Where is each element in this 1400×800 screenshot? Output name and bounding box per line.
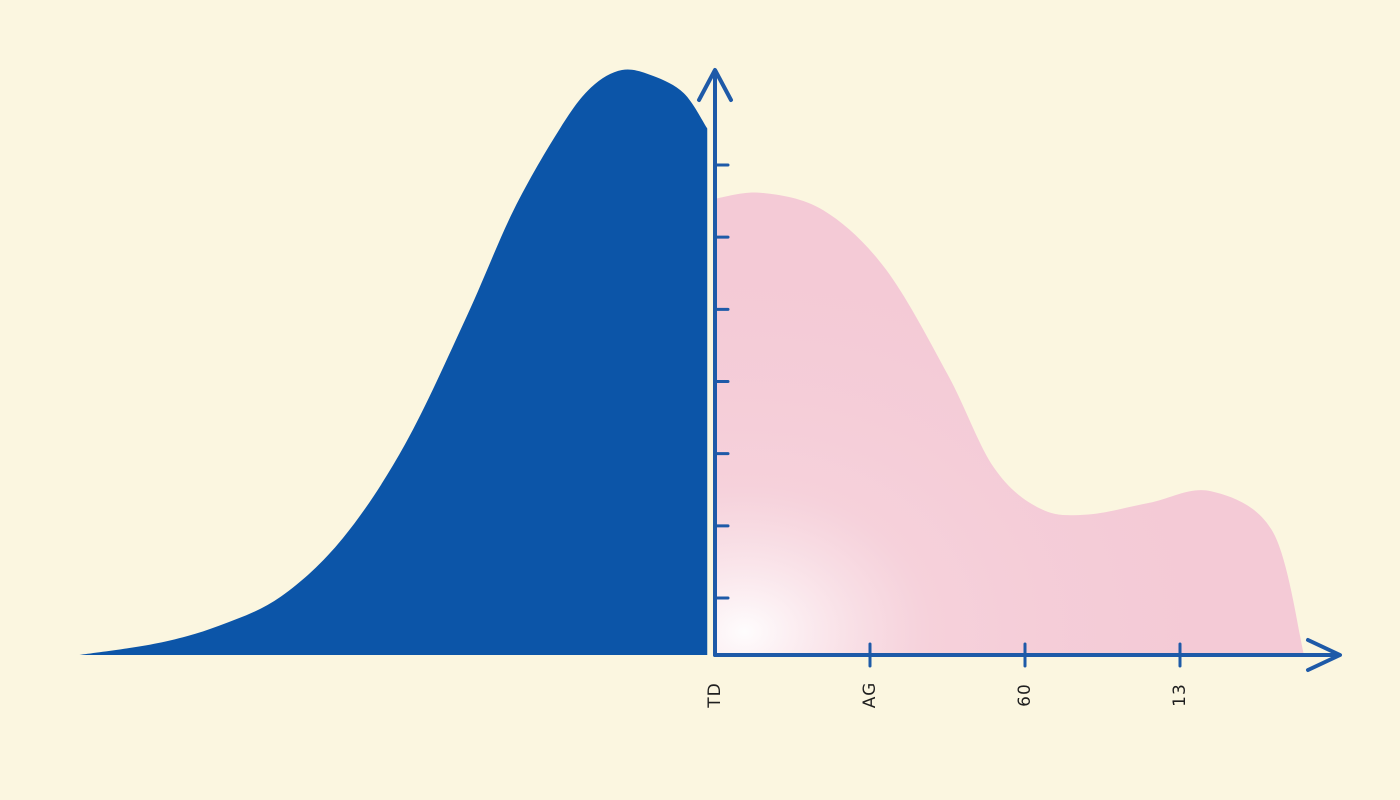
x-ticks: TD AG 60 13 — [705, 642, 1190, 709]
y-axis-arrow — [697, 68, 733, 102]
series-layer — [79, 69, 1304, 656]
y-ticks — [713, 163, 730, 600]
x-tick-label: AG — [860, 682, 880, 709]
series-area-1 — [79, 69, 708, 656]
series-area-2-glow — [715, 192, 1304, 655]
x-tick-label: 13 — [1170, 683, 1190, 707]
x-tick-label: 60 — [1015, 683, 1035, 707]
x-tick-label: TD — [705, 682, 725, 708]
x-axis-arrow — [1306, 638, 1342, 672]
